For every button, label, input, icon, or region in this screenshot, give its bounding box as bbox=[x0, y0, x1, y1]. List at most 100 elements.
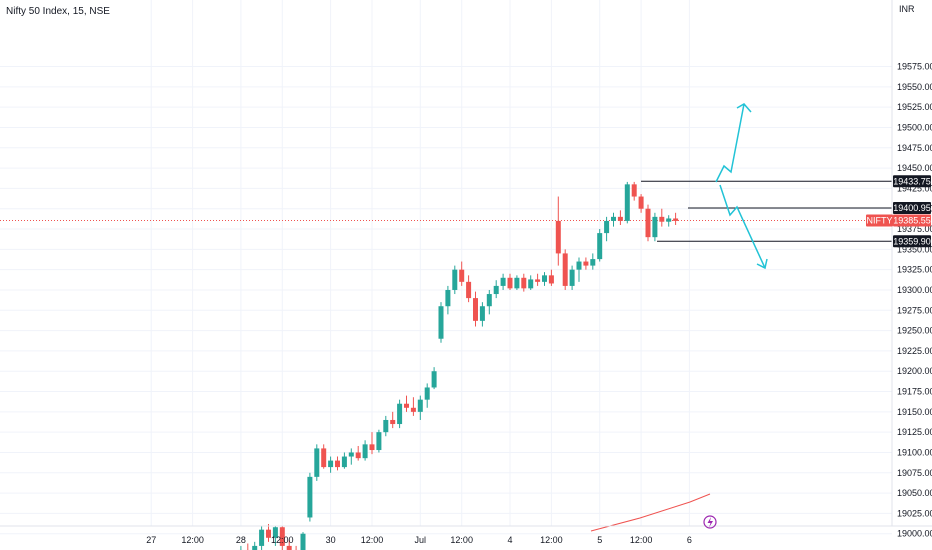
candle[interactable] bbox=[259, 525, 265, 550]
candle[interactable] bbox=[500, 273, 506, 290]
candle[interactable] bbox=[266, 523, 271, 542]
candle[interactable] bbox=[535, 273, 541, 286]
y-tick-label: 19425.00 bbox=[897, 183, 932, 193]
candle[interactable] bbox=[321, 444, 327, 469]
candle-body bbox=[611, 216, 616, 221]
candle[interactable] bbox=[348, 448, 354, 465]
candle[interactable] bbox=[576, 257, 582, 282]
candle[interactable] bbox=[424, 383, 430, 408]
ma-series bbox=[590, 493, 711, 532]
candle[interactable] bbox=[410, 397, 416, 416]
candle[interactable] bbox=[479, 302, 485, 327]
candle[interactable] bbox=[569, 265, 575, 290]
candle-body bbox=[673, 218, 679, 221]
time-axis[interactable]: 27 12:00 28 12:00 30 12:00 Jul 12:00 4 12:00 5 12:0… bbox=[146, 535, 692, 545]
candle[interactable] bbox=[562, 249, 568, 290]
candle[interactable] bbox=[252, 541, 258, 550]
candle[interactable] bbox=[638, 194, 644, 213]
candle-body bbox=[479, 306, 485, 321]
candle[interactable] bbox=[514, 275, 520, 290]
candle[interactable] bbox=[376, 429, 382, 453]
candle[interactable] bbox=[645, 204, 651, 242]
price-label-bg bbox=[893, 201, 931, 214]
x-tick-label: 12:00 bbox=[450, 535, 473, 545]
candle[interactable] bbox=[624, 181, 630, 224]
candle-body bbox=[493, 285, 499, 295]
candle-body bbox=[341, 456, 347, 468]
candle[interactable] bbox=[631, 181, 637, 201]
candle[interactable] bbox=[652, 212, 658, 242]
candle[interactable] bbox=[555, 196, 561, 266]
candle-body bbox=[597, 233, 603, 260]
candle[interactable] bbox=[493, 280, 499, 299]
candle[interactable] bbox=[548, 269, 554, 286]
bullish-arrow-path bbox=[715, 103, 745, 183]
candle[interactable] bbox=[673, 212, 679, 225]
candle-body bbox=[424, 387, 430, 400]
x-tick-label: 12:00 bbox=[540, 535, 563, 545]
candle[interactable] bbox=[286, 540, 292, 550]
candle[interactable] bbox=[314, 444, 320, 481]
candle[interactable] bbox=[542, 272, 547, 286]
candle[interactable] bbox=[459, 261, 465, 286]
candle[interactable] bbox=[369, 432, 375, 455]
candle[interactable] bbox=[611, 212, 616, 227]
candle[interactable] bbox=[473, 291, 478, 327]
candle[interactable] bbox=[328, 456, 334, 473]
x-tick-label: 28 bbox=[236, 535, 246, 545]
candle[interactable] bbox=[362, 440, 368, 461]
candle[interactable] bbox=[300, 532, 306, 550]
candle[interactable] bbox=[383, 415, 389, 437]
y-tick-label: 19325.00 bbox=[897, 265, 932, 275]
candle-body bbox=[576, 261, 582, 270]
bearish-arrow-head bbox=[756, 258, 768, 270]
candle-series[interactable] bbox=[232, 181, 679, 550]
candle[interactable] bbox=[307, 472, 313, 522]
candle[interactable] bbox=[341, 452, 347, 469]
candle[interactable] bbox=[452, 265, 458, 295]
price-label-bg bbox=[893, 235, 931, 248]
candle-body bbox=[652, 216, 658, 238]
candle[interactable] bbox=[507, 273, 513, 290]
candle-body bbox=[604, 220, 610, 234]
x-tick-label: 12:00 bbox=[181, 535, 204, 545]
candle[interactable] bbox=[397, 399, 403, 429]
candle[interactable] bbox=[390, 411, 396, 429]
lightning-icon[interactable] bbox=[703, 515, 717, 529]
bullish-arrow-head bbox=[736, 103, 752, 113]
candle[interactable] bbox=[617, 210, 623, 225]
candle[interactable] bbox=[659, 208, 665, 227]
y-tick-label: 19575.00 bbox=[897, 62, 932, 72]
candle-body bbox=[397, 403, 403, 425]
candle[interactable] bbox=[335, 456, 340, 471]
candle[interactable] bbox=[528, 275, 534, 290]
candle[interactable] bbox=[590, 253, 596, 270]
candle[interactable] bbox=[583, 257, 589, 270]
candle[interactable] bbox=[666, 215, 672, 227]
candle-body bbox=[624, 184, 630, 221]
candle[interactable] bbox=[417, 395, 423, 420]
annotations bbox=[0, 180, 892, 242]
candle[interactable] bbox=[604, 216, 610, 242]
candle[interactable] bbox=[438, 302, 444, 343]
candle[interactable] bbox=[431, 367, 437, 390]
currency-label: INR bbox=[899, 4, 915, 14]
x-tick-label: Jul bbox=[415, 535, 427, 545]
symbol-label: NIFTY bbox=[867, 215, 893, 225]
candle-body bbox=[362, 444, 368, 459]
candle[interactable] bbox=[355, 445, 361, 461]
candle[interactable] bbox=[445, 285, 451, 315]
candle-body bbox=[390, 419, 396, 425]
candle-body bbox=[507, 277, 513, 289]
candle-body bbox=[369, 444, 375, 451]
candle[interactable] bbox=[597, 229, 603, 262]
candle[interactable] bbox=[404, 395, 409, 412]
candle[interactable] bbox=[521, 273, 527, 292]
candle[interactable] bbox=[486, 289, 492, 315]
candle[interactable] bbox=[272, 525, 278, 546]
candle[interactable] bbox=[279, 525, 285, 550]
candle[interactable] bbox=[466, 275, 472, 303]
candle-body bbox=[666, 218, 672, 222]
